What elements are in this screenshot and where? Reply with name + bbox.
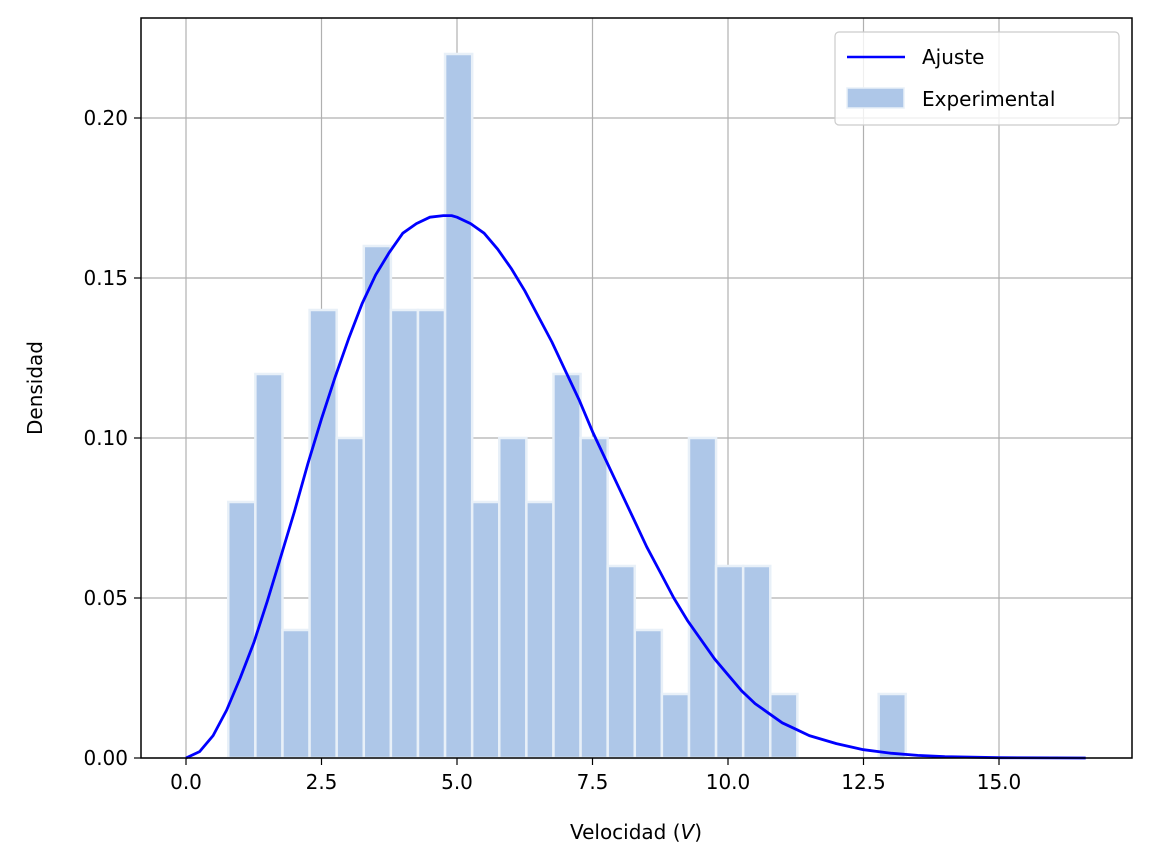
histogram-bar — [227, 500, 257, 760]
histogram-bar — [660, 692, 691, 760]
legend-box — [834, 31, 1120, 126]
x-tick-label: 12.5 — [841, 770, 886, 794]
histogram-bar — [877, 692, 908, 760]
legend-histogram-label: Experimental — [922, 87, 1055, 111]
histogram-bar — [416, 308, 447, 760]
histogram-bar — [470, 500, 501, 760]
y-tick-label: 0.20 — [83, 106, 128, 130]
histogram-bar — [714, 564, 745, 760]
x-axis-label-suffix: ) — [694, 820, 702, 844]
histogram-bar — [498, 436, 528, 760]
y-axis-label: Densidad — [23, 341, 47, 435]
y-tick-label: 0.15 — [83, 266, 128, 290]
y-tick-label: 0.10 — [83, 426, 128, 450]
histogram-bar — [633, 628, 664, 760]
x-tick-label: 0.0 — [170, 770, 202, 794]
legend-histogram-swatch — [846, 87, 905, 109]
histogram-bar — [443, 52, 474, 760]
fit-curve-group — [185, 214, 1086, 760]
y-tick-label: 0.00 — [83, 746, 128, 770]
legend-fit-label: Ajuste — [922, 45, 984, 69]
histogram-bar — [308, 308, 338, 760]
y-tick-label: 0.05 — [83, 586, 128, 610]
x-tick-label: 10.0 — [706, 770, 751, 794]
histogram-bar — [362, 244, 393, 760]
histogram-bar — [552, 372, 582, 760]
histogram-bar — [281, 628, 311, 760]
x-tick-label: 7.5 — [577, 770, 609, 794]
histogram-bar — [579, 436, 609, 760]
histogram-bar — [389, 308, 420, 760]
legend: Ajuste Experimental — [834, 31, 1120, 126]
x-tick-label: 15.0 — [977, 770, 1022, 794]
x-tick-label: 5.0 — [441, 770, 473, 794]
histogram-bar — [525, 500, 555, 760]
x-tick-label: 2.5 — [306, 770, 338, 794]
histogram-bar — [741, 564, 772, 760]
fit-curve-line — [185, 214, 1086, 760]
histogram-bar — [769, 692, 799, 760]
histogram-bars — [227, 52, 908, 760]
x-axis-label-prefix: Velocidad ( — [570, 820, 681, 844]
histogram-bar — [687, 436, 718, 760]
x-axis-label-variable: V — [681, 820, 696, 844]
plot-frame — [140, 17, 1133, 759]
histogram-bar — [606, 564, 637, 760]
x-axis-ticks: 0.0 2.5 5.0 7.5 10.0 12.5 15.0 — [170, 758, 1021, 794]
y-axis-ticks: 0.00 0.05 0.10 0.15 0.20 — [83, 106, 141, 770]
x-axis-label: Velocidad (V) — [570, 820, 702, 844]
histogram-bar — [335, 436, 366, 760]
